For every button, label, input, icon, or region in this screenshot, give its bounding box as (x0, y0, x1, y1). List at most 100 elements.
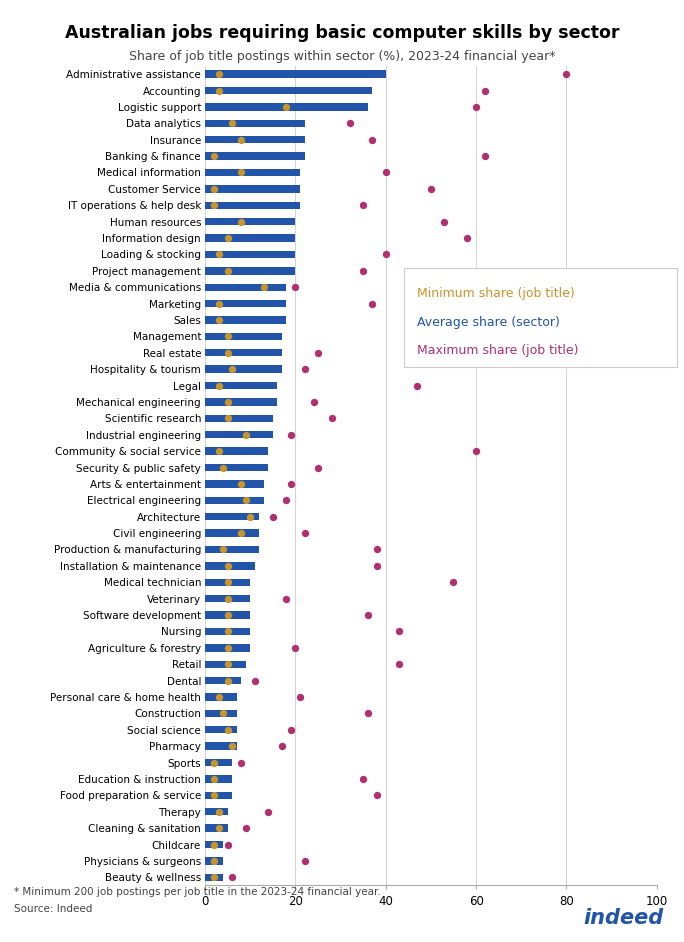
Point (213, 67, 224, 82)
Point (363, 608, 373, 623)
Point (358, 264, 369, 279)
Point (222, 592, 233, 607)
Bar (205, 742, 237, 750)
Bar (205, 873, 223, 881)
Bar (205, 447, 268, 455)
Point (326, 411, 337, 426)
Text: Average share (sector): Average share (sector) (417, 316, 560, 329)
Bar (205, 186, 300, 192)
Point (209, 869, 220, 885)
Bar (205, 480, 264, 488)
Bar (205, 218, 295, 225)
Point (367, 132, 378, 147)
Bar (205, 775, 233, 783)
Point (209, 198, 220, 213)
Point (285, 428, 296, 443)
Bar (205, 677, 241, 684)
Point (313, 346, 324, 361)
Point (227, 739, 238, 754)
Point (479, 149, 490, 164)
Bar (205, 513, 259, 520)
Point (299, 362, 310, 377)
Bar (205, 545, 259, 553)
Point (281, 493, 292, 508)
Bar (205, 268, 295, 274)
Text: indeed: indeed (583, 908, 663, 928)
Bar (205, 759, 233, 766)
Point (363, 706, 373, 721)
Point (281, 592, 292, 607)
Point (245, 510, 256, 525)
Point (561, 67, 572, 82)
Bar (205, 644, 250, 652)
Point (209, 771, 220, 787)
Point (471, 100, 482, 115)
Bar (205, 317, 287, 324)
Point (213, 820, 224, 836)
Bar (205, 824, 228, 832)
Point (222, 673, 233, 688)
Point (425, 182, 436, 197)
Point (250, 673, 261, 688)
Point (448, 575, 459, 590)
Bar (205, 398, 278, 406)
Text: Maximum share (job title): Maximum share (job title) (417, 344, 579, 357)
Point (213, 83, 224, 98)
Point (213, 313, 224, 328)
Point (222, 346, 233, 361)
Point (313, 460, 324, 475)
Point (209, 149, 220, 164)
Point (227, 869, 238, 885)
Point (227, 116, 238, 131)
Point (371, 788, 382, 803)
Text: Maximum share (job title): Maximum share (job title) (417, 344, 579, 357)
Point (236, 132, 247, 147)
Point (290, 280, 301, 295)
Point (371, 559, 382, 574)
Text: * Minimum 200 job postings per job title in the 2023-24 financial year.: * Minimum 200 job postings per job title… (14, 886, 380, 897)
Point (367, 296, 378, 311)
Bar (205, 349, 282, 356)
Bar (205, 136, 304, 143)
Point (358, 198, 369, 213)
Point (295, 690, 306, 705)
Point (236, 165, 247, 180)
Point (222, 723, 233, 738)
Bar (205, 562, 255, 570)
Point (222, 559, 233, 574)
Point (222, 395, 233, 410)
Point (380, 247, 391, 262)
Bar (205, 595, 250, 602)
Point (308, 395, 319, 410)
Bar (205, 284, 287, 291)
Bar (205, 611, 250, 619)
Point (344, 116, 355, 131)
Bar (205, 529, 259, 537)
Point (213, 804, 224, 820)
Point (479, 83, 490, 98)
Bar (205, 709, 237, 717)
Point (236, 214, 247, 229)
Bar (205, 169, 300, 176)
Point (222, 608, 233, 623)
Point (240, 428, 251, 443)
Point (281, 100, 292, 115)
Point (236, 526, 247, 541)
Bar (205, 382, 278, 389)
Text: Minimum share (job title): Minimum share (job title) (417, 287, 575, 300)
Bar (205, 365, 282, 373)
Bar (205, 235, 295, 242)
Point (222, 231, 233, 246)
Bar (205, 431, 273, 438)
Bar (205, 414, 273, 422)
Point (236, 755, 247, 771)
Point (209, 853, 220, 869)
Text: Average share (sector): Average share (sector) (417, 316, 560, 329)
Bar (205, 463, 268, 471)
Bar (205, 104, 368, 110)
Point (209, 182, 220, 197)
Point (285, 723, 296, 738)
Point (209, 788, 220, 803)
Point (227, 362, 238, 377)
Point (462, 231, 473, 246)
